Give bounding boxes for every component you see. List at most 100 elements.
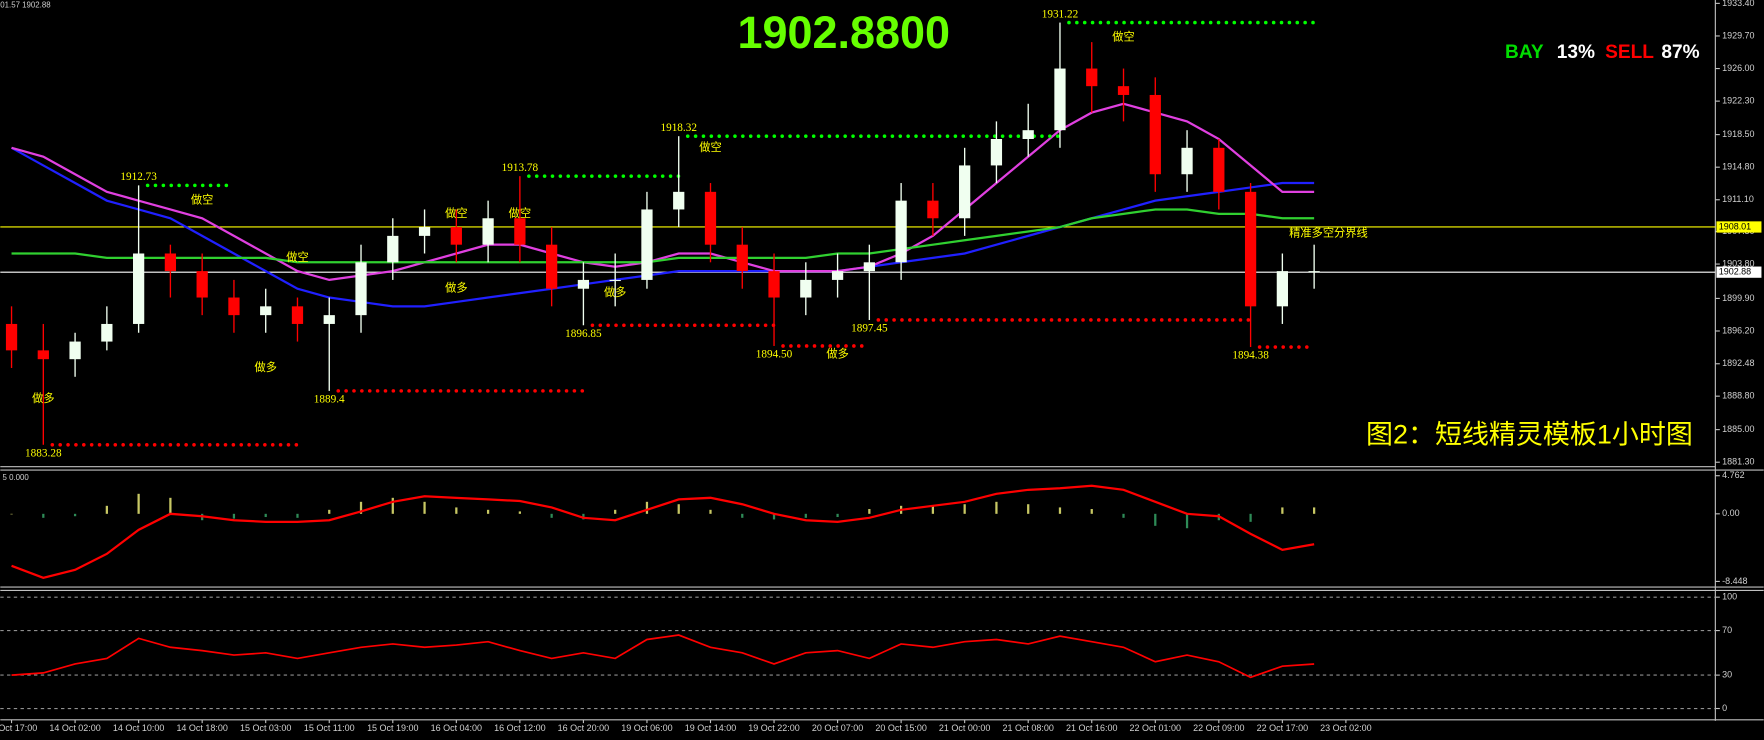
signal: 做空: [509, 206, 531, 220]
y-tick-label: 1903.80: [1722, 258, 1754, 268]
signal: 做空: [699, 140, 721, 154]
candle-body: [355, 262, 367, 316]
x-tick-label: 22 Oct 01:00: [1130, 723, 1181, 733]
histogram-bar: [359, 501, 363, 514]
signal: 做多: [826, 347, 848, 361]
sell-percent: 87%: [1661, 42, 1699, 63]
signal: 做多: [604, 285, 626, 299]
signal: 做多: [32, 391, 54, 405]
level-label: 1897.45: [851, 323, 888, 335]
level-label: 1894.50: [756, 349, 793, 361]
histogram-bar: [264, 513, 267, 518]
candle-body: [577, 279, 590, 289]
x-tick-label: 21 Oct 16:00: [1066, 723, 1117, 733]
indicator-label: 5 0.000: [3, 473, 30, 482]
candle-body: [1181, 147, 1193, 175]
y-tick-label: 1933.40: [1722, 0, 1754, 8]
sell-label: SELL: [1605, 42, 1654, 63]
level-label: 1931.22: [1042, 8, 1079, 20]
signal: 做空: [191, 193, 213, 207]
candle-body: [641, 209, 653, 280]
histogram-bar: [645, 501, 649, 514]
x-tick-label: 19 Oct 06:00: [621, 723, 672, 733]
y-tick-label: 1892.48: [1722, 358, 1754, 368]
candle-body: [1022, 130, 1034, 140]
histogram-bar: [73, 513, 77, 517]
histogram-bar: [1027, 504, 1030, 514]
histogram-bar: [232, 513, 236, 519]
candle-body: [736, 244, 748, 272]
histogram-bar: [42, 513, 45, 518]
candle-body: [164, 253, 177, 272]
signal: 做空: [1112, 30, 1134, 44]
histogram-bar: [391, 497, 394, 514]
histogram-bar: [1122, 513, 1125, 518]
candle-body: [1308, 271, 1320, 273]
histogram-bar: [1249, 513, 1252, 522]
candle-body: [1054, 68, 1066, 131]
y-tick-label: 1896.20: [1722, 325, 1754, 335]
candle-body: [927, 200, 939, 219]
candle-body: [895, 200, 907, 263]
buy-label: BAY: [1505, 42, 1544, 63]
x-tick-label: 14 Oct 02:00: [49, 723, 100, 733]
caption: 图2：短线精灵模板1小时图: [1366, 419, 1693, 449]
y-tick-label: 0.00: [1722, 508, 1740, 518]
candle-body: [831, 271, 844, 280]
histogram-bar: [1090, 509, 1093, 514]
price-tag-bg: [1716, 221, 1762, 233]
candle-body: [5, 323, 18, 351]
candle-body: [800, 279, 812, 298]
histogram-bar: [137, 493, 140, 514]
x-tick-label: 14 Oct 18:00: [176, 723, 227, 733]
signal: 做多: [254, 360, 276, 374]
candle-body: [609, 279, 621, 282]
histogram-bar: [868, 509, 871, 514]
histogram-bar: [328, 509, 331, 514]
candle-body: [260, 306, 272, 316]
level-label: 1912.73: [120, 171, 157, 183]
histogram-bar: [1313, 507, 1316, 514]
y-tick-label: 1885.00: [1722, 424, 1754, 434]
candle-body: [1086, 68, 1098, 87]
candle-body: [418, 227, 431, 236]
y-tick-label: 30: [1722, 669, 1732, 679]
candle-body: [482, 218, 494, 245]
signal: 做多: [445, 281, 467, 295]
candle-body: [291, 306, 304, 324]
candle-body: [196, 271, 208, 298]
x-tick-label: 21 Oct 00:00: [939, 723, 990, 733]
x-tick-label: 16 Oct 04:00: [431, 723, 482, 733]
signal-line: [11, 484, 1315, 580]
level-label: 1894.38: [1232, 350, 1269, 362]
histogram-bar: [931, 505, 935, 514]
indicator-line: [11, 634, 1315, 679]
candle-body: [1149, 94, 1161, 175]
histogram-bar: [741, 513, 744, 518]
y-tick-label: 1922.30: [1722, 96, 1754, 106]
y-tick-label: 100: [1722, 592, 1737, 602]
histogram-bar: [105, 505, 108, 514]
y-tick-label: 1929.70: [1722, 30, 1754, 40]
x-tick-label: 20 Oct 15:00: [875, 723, 926, 733]
y-tick-label: 1926.00: [1722, 63, 1754, 73]
candle-body: [768, 271, 780, 298]
candle-body: [1117, 86, 1130, 95]
candle-body: [387, 235, 399, 263]
histogram-bar: [804, 513, 807, 518]
level-label: 1883.28: [25, 447, 62, 459]
signal: 做空: [286, 250, 308, 264]
y-tick-label: 1918.50: [1722, 129, 1754, 139]
x-tick-label: 14 Oct 10:00: [113, 723, 164, 733]
x-tick-label: 21 Oct 08:00: [1002, 723, 1053, 733]
candle-body: [323, 315, 335, 324]
histogram-bar: [296, 513, 299, 518]
x-tick-label: 19 Oct 22:00: [748, 723, 799, 733]
candle-body: [228, 297, 240, 316]
candle-body: [959, 165, 971, 219]
candle-body: [1213, 147, 1225, 192]
x-tick-label: 16 Oct 12:00: [494, 723, 545, 733]
y-tick-label: -8.448: [1722, 576, 1747, 586]
level-label: 1896.85: [565, 328, 602, 340]
